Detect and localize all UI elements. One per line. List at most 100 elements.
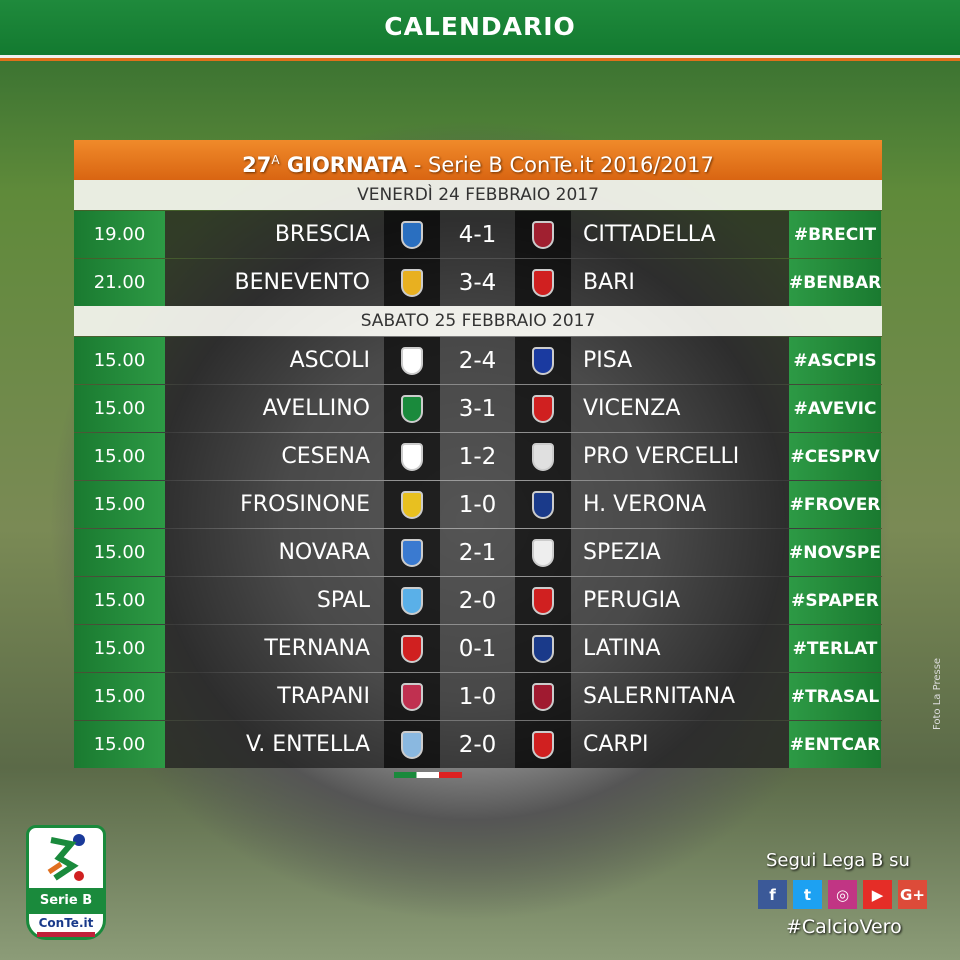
match-score: 2-4 — [440, 337, 515, 384]
round-number: 27 — [242, 153, 272, 177]
match-hashtag[interactable]: #SPAPER — [789, 577, 881, 624]
away-team: H. VERONA — [571, 481, 789, 528]
facebook-icon[interactable]: f — [758, 880, 787, 909]
away-crest-icon — [532, 634, 554, 663]
away-crest-cell — [515, 577, 571, 624]
match-hashtag[interactable]: #AVEVIC — [789, 385, 881, 432]
home-crest-cell — [384, 433, 440, 480]
match-time: 15.00 — [74, 433, 165, 480]
match-time: 15.00 — [74, 625, 165, 672]
away-crest-icon — [532, 346, 554, 375]
match-row: 15.00 SPAL 2-0 PERUGIA #SPAPER — [74, 576, 882, 624]
home-crest-icon — [401, 490, 423, 519]
match-hashtag[interactable]: #BRECIT — [789, 211, 881, 258]
away-crest-cell — [515, 259, 571, 306]
home-team: FROSINONE — [165, 481, 384, 528]
home-crest-icon — [401, 586, 423, 615]
match-time: 19.00 — [74, 211, 165, 258]
match-score: 1-0 — [440, 673, 515, 720]
match-row: 15.00 TRAPANI 1-0 SALERNITANA #TRASAL — [74, 672, 882, 720]
home-team: SPAL — [165, 577, 384, 624]
away-crest-cell — [515, 673, 571, 720]
match-hashtag[interactable]: #BENBAR — [789, 259, 881, 306]
home-crest-icon — [401, 394, 423, 423]
home-team: ASCOLI — [165, 337, 384, 384]
match-hashtag[interactable]: #NOVSPE — [789, 529, 881, 576]
away-crest-cell — [515, 211, 571, 258]
round-sup: A — [271, 153, 280, 167]
date-row: SABATO 25 FEBBRAIO 2017 — [74, 306, 882, 336]
away-crest-cell — [515, 625, 571, 672]
away-team: BARI — [571, 259, 789, 306]
home-crest-cell — [384, 259, 440, 306]
home-crest-icon — [401, 730, 423, 759]
hashtag: #CalcioVero — [786, 916, 902, 938]
logo-sponsor: ConTe.it — [38, 916, 94, 930]
match-time: 15.00 — [74, 337, 165, 384]
home-crest-icon — [401, 682, 423, 711]
match-row: 15.00 FROSINONE 1-0 H. VERONA #FROVER — [74, 480, 882, 528]
away-crest-cell — [515, 721, 571, 768]
away-team: PRO VERCELLI — [571, 433, 789, 480]
match-time: 15.00 — [74, 673, 165, 720]
match-hashtag[interactable]: #ASCPIS — [789, 337, 881, 384]
match-hashtag[interactable]: #FROVER — [789, 481, 881, 528]
home-crest-cell — [384, 577, 440, 624]
home-team: CESENA — [165, 433, 384, 480]
match-row: 15.00 NOVARA 2-1 SPEZIA #NOVSPE — [74, 528, 882, 576]
match-score: 1-0 — [440, 481, 515, 528]
match-time: 15.00 — [74, 385, 165, 432]
match-hashtag[interactable]: #CESPRV — [789, 433, 881, 480]
home-crest-cell — [384, 211, 440, 258]
match-hashtag[interactable]: #ENTCAR — [789, 721, 881, 768]
match-time: 15.00 — [74, 481, 165, 528]
away-team: VICENZA — [571, 385, 789, 432]
home-crest-icon — [401, 442, 423, 471]
youtube-icon[interactable]: ▶ — [863, 880, 892, 909]
away-crest-icon — [532, 490, 554, 519]
home-crest-cell — [384, 721, 440, 768]
away-crest-icon — [532, 682, 554, 711]
match-hashtag[interactable]: #TERLAT — [789, 625, 881, 672]
match-time: 21.00 — [74, 259, 165, 306]
away-crest-icon — [532, 268, 554, 297]
follow-text: Segui Lega B su — [766, 850, 910, 871]
home-crest-icon — [401, 634, 423, 663]
round-header: 27A GIORNATA - Serie B ConTe.it 2016/201… — [74, 140, 882, 180]
date-row: VENERDÌ 24 FEBBRAIO 2017 — [74, 180, 882, 210]
away-team: CITTADELLA — [571, 211, 789, 258]
social-links: f t ◎ ▶ G+ — [758, 880, 927, 909]
home-crest-cell — [384, 673, 440, 720]
match-row: 15.00 TERNANA 0-1 LATINA #TERLAT — [74, 624, 882, 672]
away-crest-cell — [515, 337, 571, 384]
away-crest-cell — [515, 529, 571, 576]
fixtures-table: 27A GIORNATA - Serie B ConTe.it 2016/201… — [74, 140, 882, 768]
away-team: CARPI — [571, 721, 789, 768]
away-crest-icon — [532, 586, 554, 615]
home-crest-cell — [384, 481, 440, 528]
match-hashtag[interactable]: #TRASAL — [789, 673, 881, 720]
photo-credit: Foto La Presse — [932, 657, 943, 730]
instagram-icon[interactable]: ◎ — [828, 880, 857, 909]
logo-strip — [37, 932, 95, 937]
google-plus-icon[interactable]: G+ — [898, 880, 927, 909]
home-crest-icon — [401, 268, 423, 297]
match-score: 0-1 — [440, 625, 515, 672]
home-team: TERNANA — [165, 625, 384, 672]
away-team: LATINA — [571, 625, 789, 672]
home-crest-cell — [384, 385, 440, 432]
home-team: NOVARA — [165, 529, 384, 576]
match-score: 4-1 — [440, 211, 515, 258]
home-crest-icon — [401, 538, 423, 567]
match-row: 15.00 ASCOLI 2-4 PISA #ASCPIS — [74, 336, 882, 384]
away-crest-icon — [532, 442, 554, 471]
away-team: PISA — [571, 337, 789, 384]
match-score: 3-1 — [440, 385, 515, 432]
match-row: 15.00 AVELLINO 3-1 VICENZA #AVEVIC — [74, 384, 882, 432]
match-row: 15.00 V. ENTELLA 2-0 CARPI #ENTCAR — [74, 720, 882, 768]
match-score: 2-1 — [440, 529, 515, 576]
home-crest-cell — [384, 337, 440, 384]
twitter-icon[interactable]: t — [793, 880, 822, 909]
home-team: BRESCIA — [165, 211, 384, 258]
banner: CALENDARIO — [0, 0, 960, 58]
